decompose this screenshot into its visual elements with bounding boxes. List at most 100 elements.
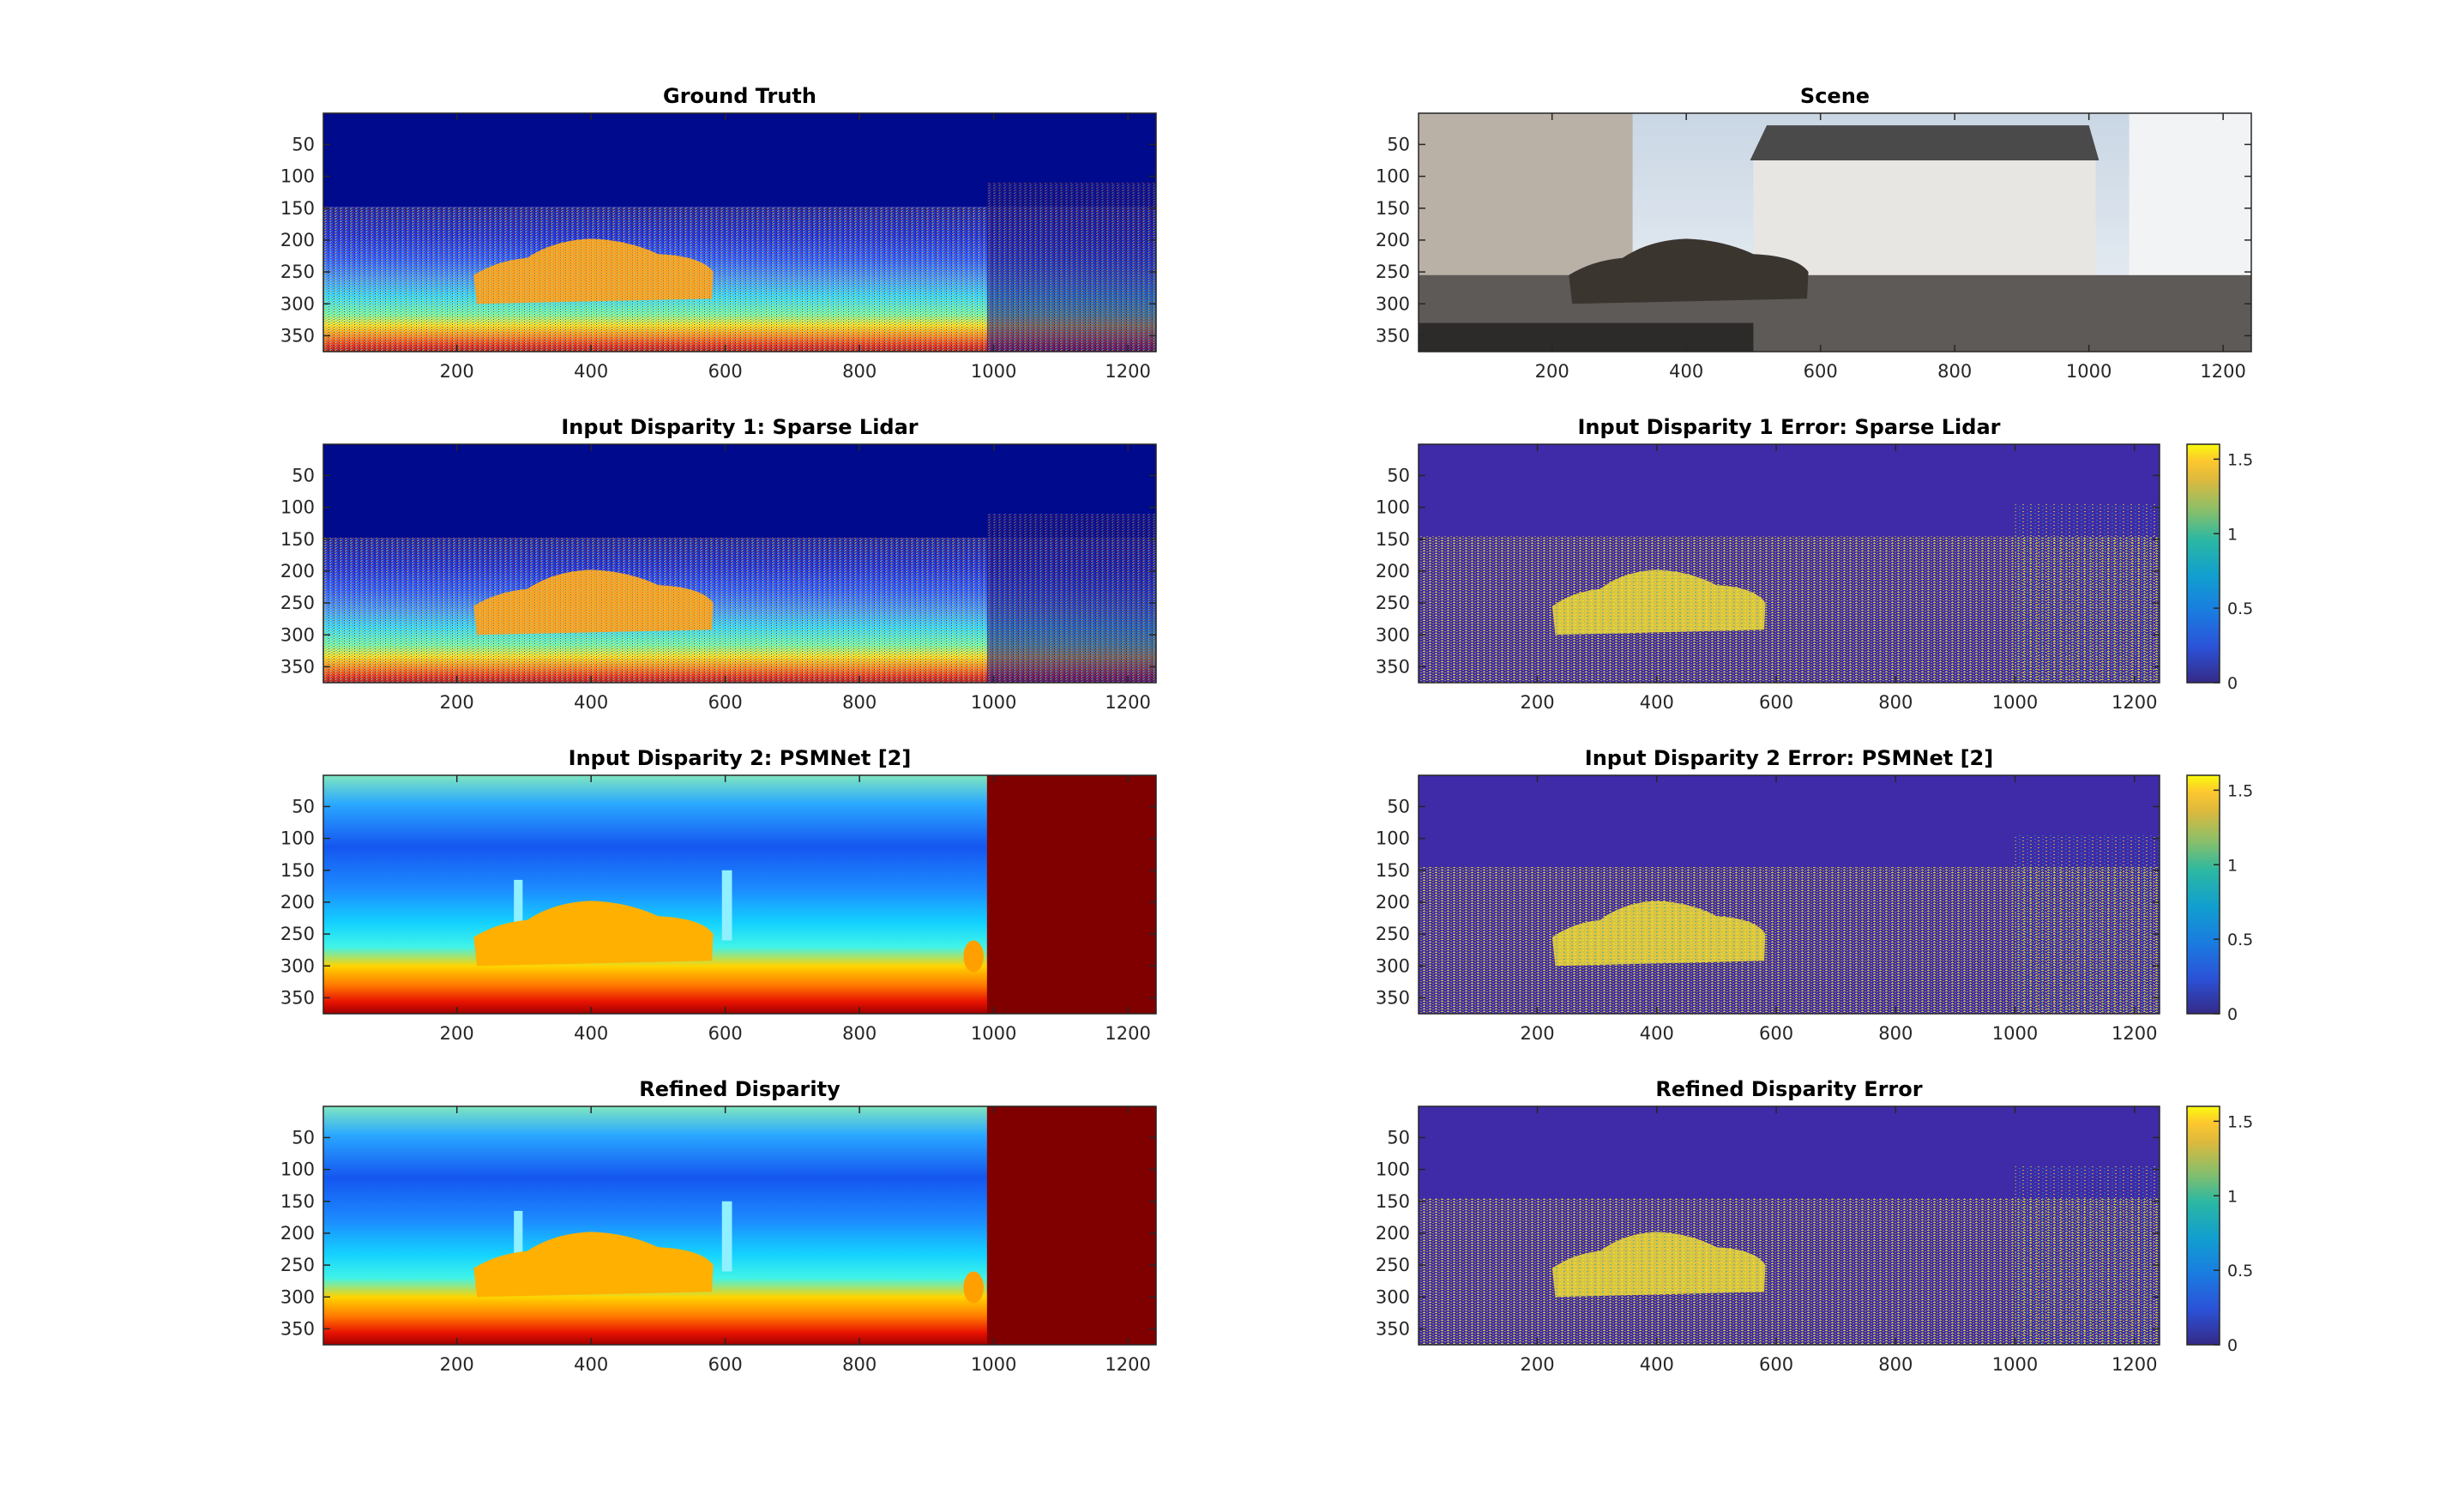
panel-3: Input Disparity 1: Sparse Lidar 200 400 600… [280, 415, 1157, 713]
x-tick-label: 400 [574, 1354, 608, 1375]
x-tick-label: 200 [1520, 692, 1554, 713]
colorbar-tick-label: 0 [2227, 674, 2238, 693]
panel-4: Input Disparity 1 Error: Sparse Lidar 200… [1376, 415, 2253, 713]
y-tick-label: 200 [1376, 561, 1410, 581]
axes-frame [322, 443, 1157, 684]
y-tick-label: 300 [1376, 624, 1410, 645]
x-tick-label: 200 [440, 361, 474, 382]
wall-error-points [2015, 503, 2160, 683]
panel-title: Ground Truth [663, 84, 816, 108]
pole-left [514, 1210, 523, 1272]
x-tick-label: 600 [1759, 692, 1793, 713]
car-shape [473, 1232, 714, 1298]
colorbar: 0 0.5 1 1.5 [2186, 1105, 2253, 1355]
car [1569, 238, 1809, 304]
x-tick-label: 1200 [1105, 1023, 1150, 1044]
colorbar-tick-label: 1.5 [2227, 1112, 2253, 1131]
x-tick-label: 800 [1937, 361, 1972, 382]
colorbar-tick-label: 1 [2227, 1187, 2238, 1206]
post-shape [963, 1271, 984, 1304]
y-tick-label: 50 [1387, 796, 1410, 816]
y-tick-label: 150 [1376, 529, 1410, 550]
y-tick-label: 200 [280, 1223, 315, 1244]
y-tick-label: 300 [280, 293, 315, 314]
x-tick-label: 1200 [1105, 1354, 1150, 1375]
y-tick-label: 250 [1376, 1255, 1410, 1275]
y-tick-label: 300 [1376, 1286, 1410, 1307]
x-tick-label: 400 [1640, 1354, 1674, 1375]
panel-image [1419, 113, 2251, 352]
wall-points [986, 514, 1156, 683]
car-error-points [1551, 1232, 1766, 1298]
y-tick-label: 350 [1376, 325, 1410, 346]
x-tick-label: 400 [1640, 1023, 1674, 1044]
y-tick-label: 200 [280, 561, 315, 581]
y-tick-label: 250 [280, 593, 315, 613]
x-tick-label: 200 [1520, 1354, 1554, 1375]
y-tick-label: 250 [280, 262, 315, 282]
y-tick-label: 200 [1376, 892, 1410, 913]
x-tick-label: 600 [708, 1023, 743, 1044]
axes-frame [1418, 112, 2252, 352]
x-tick-label: 1000 [971, 361, 1016, 382]
y-tick-label: 50 [1387, 465, 1410, 485]
wall-error-points [2015, 834, 2160, 1014]
x-tick-label: 800 [842, 692, 877, 713]
y-tick-label: 350 [1376, 1318, 1410, 1339]
y-tick-label: 100 [280, 828, 315, 849]
x-tick-label: 1000 [1992, 1023, 2038, 1044]
panel-6: Input Disparity 2 Error: PSMNet [2] 200 40… [1376, 746, 2253, 1044]
y-tick-label: 150 [1376, 198, 1410, 219]
x-tick-label: 400 [574, 361, 608, 382]
axes-frame [322, 1105, 1157, 1346]
colorbar-tick-label: 0.5 [2227, 599, 2253, 618]
colorbar: 0 0.5 1 1.5 [2186, 443, 2253, 693]
pole-left [514, 879, 523, 941]
x-tick-label: 1200 [1105, 361, 1150, 382]
car-error-points [1551, 569, 1766, 636]
axes-frame [1418, 1105, 2160, 1346]
colorbar-frame [2186, 774, 2220, 1015]
y-tick-label: 50 [292, 465, 315, 485]
pole-right [721, 1201, 732, 1272]
panel-1: Ground Truth 200 400 600 800 1000 1200 50 100 150… [280, 84, 1157, 382]
axes-frame [1418, 774, 2160, 1015]
y-tick-label: 300 [1376, 955, 1410, 976]
x-tick-label: 800 [842, 361, 877, 382]
x-tick-label: 1000 [1992, 692, 2038, 713]
panel-title: Input Disparity 2: PSMNet [2] [569, 746, 912, 770]
y-tick-label: 150 [1376, 860, 1410, 881]
colorbar-tick-label: 0 [2227, 1336, 2238, 1355]
x-tick-label: 600 [708, 1354, 743, 1375]
x-tick-label: 1000 [971, 1354, 1016, 1375]
wall-error-points [2015, 1166, 2160, 1345]
colorbar-gradient [2187, 1106, 2220, 1345]
x-tick-label: 200 [440, 692, 474, 713]
y-tick-label: 300 [280, 624, 315, 645]
car-shape [473, 901, 714, 967]
y-tick-label: 100 [280, 497, 315, 518]
wall-region [986, 775, 1156, 1014]
y-tick-label: 150 [1376, 1191, 1410, 1212]
y-tick-label: 150 [280, 529, 315, 550]
y-tick-label: 100 [1376, 166, 1410, 187]
axes-frame [322, 774, 1157, 1015]
car-points [473, 238, 714, 304]
y-tick-label: 350 [1376, 656, 1410, 677]
x-tick-label: 600 [708, 361, 743, 382]
y-tick-label: 50 [1387, 1127, 1410, 1148]
panel-image [1419, 775, 2160, 1014]
panel-image [323, 444, 1156, 683]
y-tick-label: 50 [292, 796, 315, 816]
y-tick-label: 250 [1376, 924, 1410, 944]
x-tick-label: 600 [708, 692, 743, 713]
panel-title: Input Disparity 1 Error: Sparse Lidar [1578, 415, 2001, 439]
x-tick-label: 200 [1535, 361, 1569, 382]
wall-points [986, 183, 1156, 352]
y-tick-label: 350 [280, 656, 315, 677]
x-tick-label: 800 [1878, 1023, 1913, 1044]
panel-title: Input Disparity 2 Error: PSMNet [2] [1585, 746, 1993, 770]
x-tick-label: 800 [1878, 1354, 1913, 1375]
panel-image [1419, 444, 2160, 683]
